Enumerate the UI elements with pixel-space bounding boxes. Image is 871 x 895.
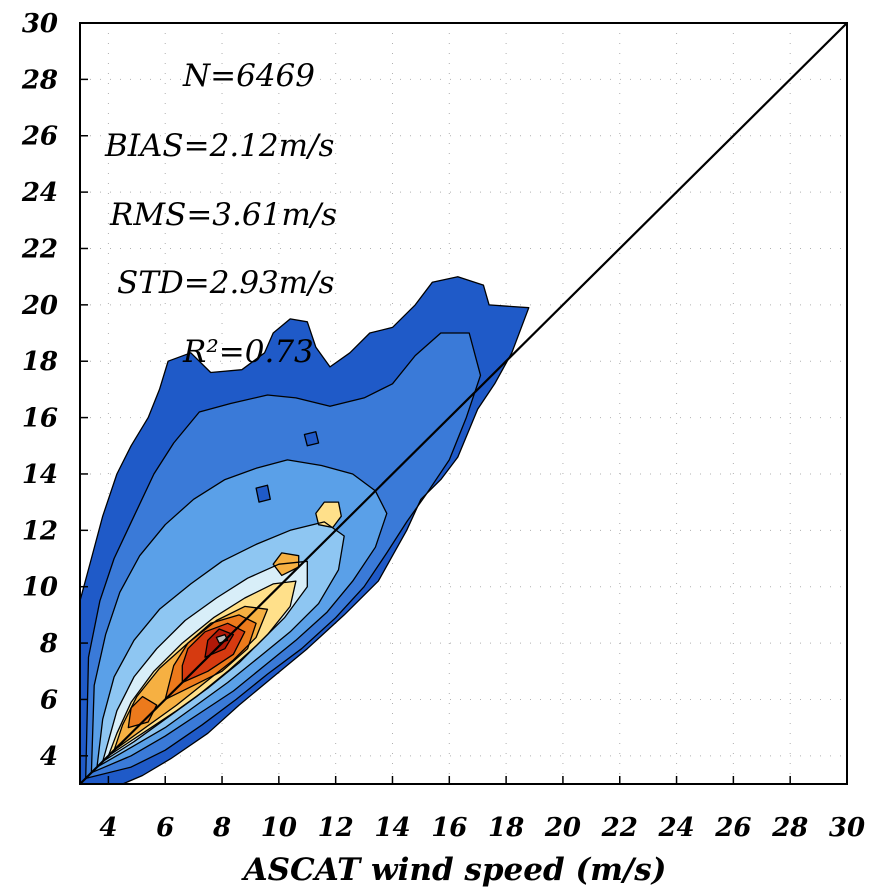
y-tick-label-26: 26 — [21, 122, 58, 152]
density-level-12 — [315, 502, 342, 528]
contour-line-10 — [127, 695, 158, 729]
y-tick-label-20: 20 — [21, 291, 58, 321]
x-tick-label-28: 28 — [771, 813, 808, 843]
x-tick-label-14: 14 — [374, 813, 410, 843]
stat-annotation-3: STD=2.93m/s — [117, 265, 335, 301]
y-tick-label-8: 8 — [39, 629, 58, 659]
x-axis-ticks: 4 6 8 10 12 14 16 18 20 22 24 26 28 30 — [99, 776, 865, 843]
contour-line-14 — [255, 484, 271, 503]
x-tick-label-12: 12 — [318, 813, 354, 843]
x-tick-label-4: 4 — [99, 813, 117, 843]
y-tick-label-18: 18 — [22, 347, 58, 377]
y-tick-label-14: 14 — [22, 460, 58, 490]
x-tick-label-10: 10 — [261, 813, 297, 843]
stat-annotation-1: BIAS=2.12m/s — [104, 128, 334, 164]
stat-annotation-4: R²=0.73 — [182, 334, 314, 370]
statistics-annotations: N=6469 BIAS=2.12m/s RMS=3.61m/s STD=2.93m/s… — [104, 58, 337, 370]
y-tick-label-24: 24 — [21, 178, 58, 208]
stat-annotation-0: N=6469 — [182, 58, 315, 94]
contour-lines — [80, 276, 530, 784]
contour-line-1 — [85, 332, 482, 780]
contour-line-8 — [181, 622, 246, 684]
one-to-one-line — [79, 22, 848, 785]
x-tick-label-8: 8 — [212, 813, 231, 843]
contour-line-0 — [80, 276, 530, 784]
contour-line-2 — [90, 459, 388, 774]
y-tick-label-16: 16 — [22, 404, 58, 434]
x-axis-label: ASCAT wind speed (m/s) — [241, 852, 667, 888]
y-tick-label-12: 12 — [22, 516, 58, 546]
x-tick-label-24: 24 — [657, 813, 694, 843]
x-tick-label-18: 18 — [488, 813, 524, 843]
density-level-14 — [256, 485, 271, 503]
y-axis-ticks: 4 6 8 10 12 14 16 18 20 22 24 26 28 30 — [21, 9, 88, 772]
y-tick-label-28: 28 — [21, 65, 58, 95]
x-tick-label-30: 30 — [829, 813, 865, 843]
x-tick-label-16: 16 — [431, 813, 467, 843]
y-tick-label-4: 4 — [40, 742, 58, 772]
x-tick-label-6: 6 — [156, 813, 174, 843]
contour-line-15 — [303, 431, 320, 447]
y-tick-label-22: 22 — [21, 234, 58, 264]
contour-line-3 — [96, 521, 345, 768]
plot-frame — [79, 22, 848, 785]
x-tick-label-20: 20 — [544, 813, 581, 843]
y-tick-label-6: 6 — [40, 685, 58, 715]
x-tick-label-26: 26 — [714, 813, 751, 843]
contour-line-9 — [204, 628, 235, 658]
x-tick-label-22: 22 — [601, 813, 638, 843]
y-tick-label-10: 10 — [22, 573, 58, 603]
stat-annotation-2: RMS=3.61m/s — [109, 197, 337, 233]
y-tick-label-30: 30 — [22, 9, 58, 39]
contour-line-12 — [315, 501, 342, 529]
density-level-15 — [304, 431, 319, 446]
